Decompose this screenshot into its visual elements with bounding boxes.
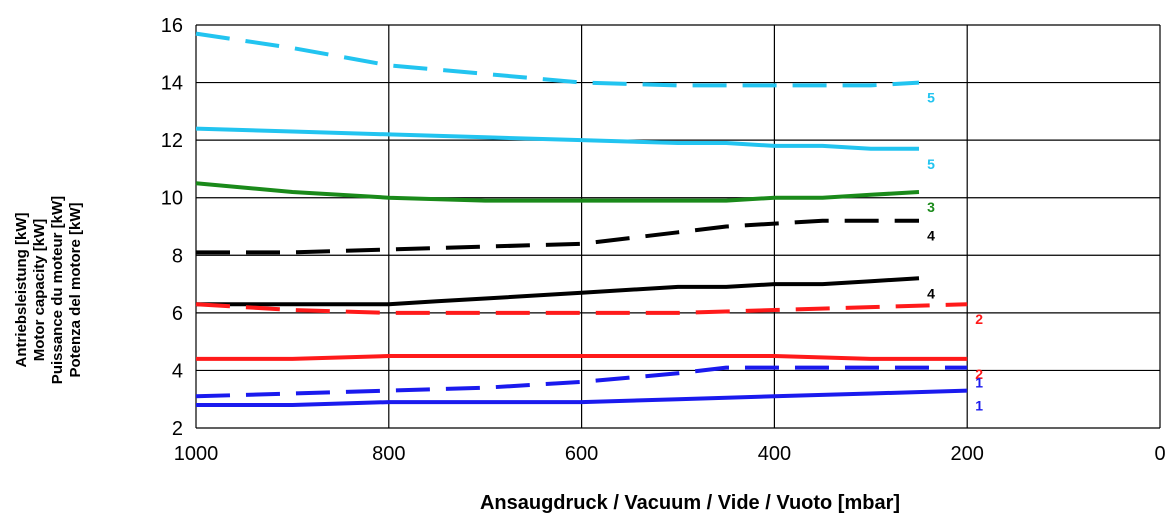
y-tick-label: 2 <box>172 418 183 440</box>
y-axis-label-line-3: Puissance du moteur [kW] <box>49 196 66 384</box>
series-label: 2 <box>975 311 983 327</box>
series-label: 1 <box>975 375 983 391</box>
series-label: 5 <box>927 90 935 106</box>
series-line-5-dashed <box>195 31 920 88</box>
y-tick-label: 6 <box>172 303 183 325</box>
series-label: 2 <box>975 366 983 382</box>
y-axis-label: Antriebsleistung [kW] Motor capacity [kW… <box>13 196 84 384</box>
series-label: 5 <box>927 156 935 172</box>
y-tick-label: 16 <box>161 15 183 37</box>
y-axis-label-line-1: Antriebsleistung [kW] <box>13 212 30 367</box>
series-line-3-solid <box>195 181 920 203</box>
x-tick-label: 400 <box>758 443 791 465</box>
x-tick-label: 200 <box>951 443 984 465</box>
series-line-5-solid <box>195 126 919 151</box>
series-label: 1 <box>975 398 983 414</box>
series-line-4-solid <box>196 276 920 307</box>
x-tick-label: 600 <box>565 443 598 465</box>
y-tick-label: 12 <box>161 130 183 152</box>
y-axis-ticks: 2 4 6 8 10 12 14 16 <box>161 15 183 440</box>
series-lines <box>195 31 968 407</box>
x-tick-label: 800 <box>372 443 405 465</box>
y-tick-label: 10 <box>161 188 183 210</box>
x-axis-ticks: 1000 800 600 400 200 0 <box>174 443 1166 465</box>
series-label: 3 <box>927 199 935 215</box>
grid <box>195 24 1161 429</box>
series-line-4-dashed <box>196 218 919 255</box>
series-line-2-solid <box>196 354 968 361</box>
series-label: 4 <box>927 285 935 301</box>
y-axis-label-line-4: Potenza del motore [kW] <box>67 202 84 377</box>
series-label: 4 <box>927 228 935 244</box>
y-tick-label: 8 <box>172 245 183 267</box>
series-line-1-dashed <box>195 365 968 399</box>
y-tick-label: 14 <box>161 73 183 95</box>
y-tick-label: 4 <box>172 360 183 382</box>
x-axis-label: Ansaugdruck / Vacuum / Vide / Vuoto [mba… <box>480 492 900 514</box>
y-axis-label-line-2: Motor capacity [kW] <box>31 219 48 362</box>
series-line-2-dashed <box>195 302 968 315</box>
x-tick-label: 0 <box>1154 443 1165 465</box>
x-tick-label: 1000 <box>174 443 219 465</box>
series-line-1-solid <box>196 388 968 407</box>
